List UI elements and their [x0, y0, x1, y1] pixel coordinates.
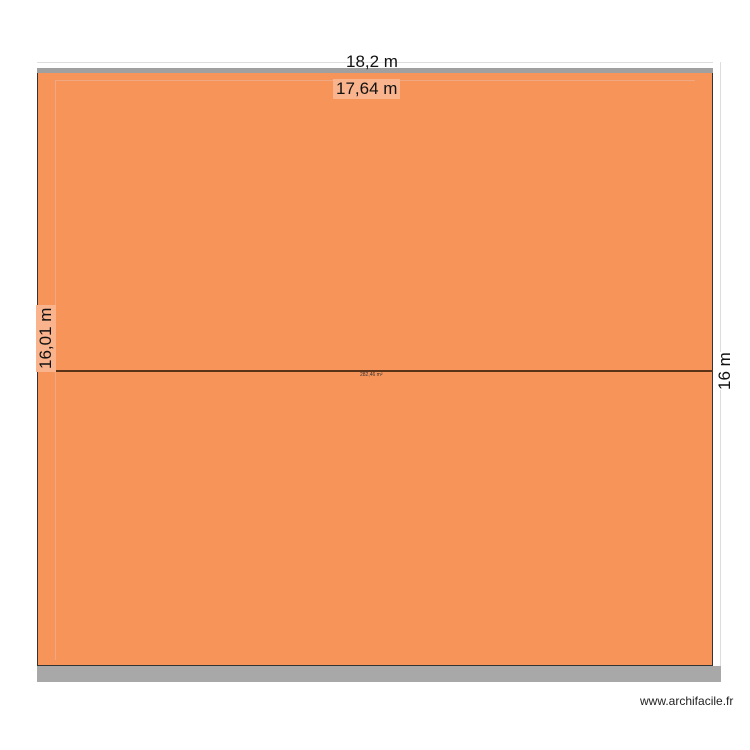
watermark: www.archifacile.fr — [640, 694, 734, 708]
width-inner-label: 17,64 m — [333, 79, 401, 99]
room[interactable] — [37, 73, 713, 666]
dividing-wall[interactable] — [37, 370, 713, 372]
height-left-label: 16,01 m — [36, 304, 56, 372]
height-right-label: 16 m — [715, 352, 735, 390]
dimension-guide-top — [37, 62, 713, 63]
wall-top — [37, 68, 713, 74]
wall-bottom — [37, 666, 721, 682]
width-outer-label: 18,2 m — [346, 52, 398, 71]
area-label: 282,46 m² — [360, 372, 383, 378]
